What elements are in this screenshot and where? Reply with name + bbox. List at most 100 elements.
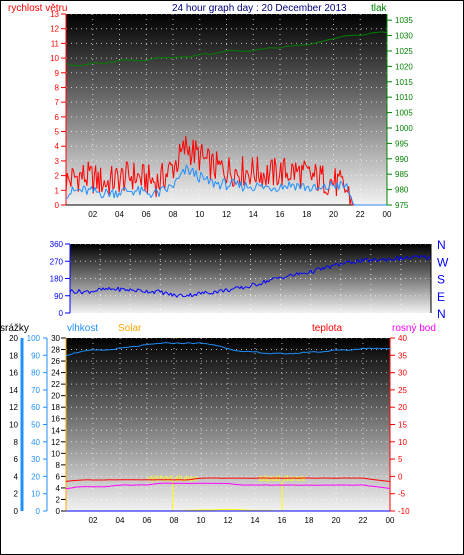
wind-direction-line-segment bbox=[220, 289, 223, 291]
solar-axis-title: Solar bbox=[118, 323, 142, 334]
wind-direction-line-segment bbox=[110, 288, 113, 291]
dewpoint-line bbox=[65, 482, 391, 490]
panel2-left-tick-label: 270 bbox=[50, 257, 64, 266]
wind-average-line-segment bbox=[242, 188, 245, 192]
wind-direction-line-segment bbox=[350, 262, 354, 265]
wind-gust-line-segment bbox=[209, 155, 213, 181]
wind-average-line-segment bbox=[341, 182, 345, 188]
wind-gust-line-segment bbox=[206, 148, 209, 159]
panel1-x-tick-label: 18 bbox=[302, 210, 311, 219]
wind-average-line-segment bbox=[84, 187, 88, 195]
wind-direction-line-segment bbox=[325, 265, 328, 268]
panel3-rain-tick-label: 18 bbox=[9, 351, 18, 360]
wind-direction-line-segment bbox=[178, 293, 181, 296]
humidity-line-segment bbox=[128, 346, 131, 348]
pressure-line-segment bbox=[344, 34, 350, 37]
wind-average-line-segment bbox=[253, 187, 256, 192]
panel3-solar-tick-label: 28 bbox=[51, 346, 60, 355]
wind-direction-line-segment bbox=[69, 289, 72, 293]
wind-direction-line-segment bbox=[235, 286, 238, 288]
wind-direction-line-segment bbox=[346, 260, 349, 263]
panel3-rain-tick-label: 6 bbox=[14, 455, 19, 464]
wind-direction-line-segment bbox=[164, 291, 167, 294]
wind-direction-line-segment bbox=[418, 255, 421, 259]
panel3-solar-tick-label: 2 bbox=[56, 495, 61, 504]
wind-average-line-segment bbox=[108, 192, 112, 198]
dewpoint-line-segment bbox=[373, 485, 380, 488]
humidity-line-segment bbox=[76, 351, 80, 354]
wind-average-line-segment bbox=[349, 194, 353, 200]
wind-direction-line-segment bbox=[191, 295, 194, 298]
panel1-right-tick-label: 990 bbox=[395, 155, 409, 164]
temperature-line-segment bbox=[373, 479, 380, 481]
wind-gust-line-segment bbox=[222, 165, 225, 176]
wind-gust-line-segment bbox=[313, 164, 316, 177]
wind-gust-line-segment bbox=[311, 172, 314, 181]
pressure-line-segment bbox=[306, 43, 313, 46]
wind-gust-line-segment bbox=[229, 172, 232, 178]
wind-direction-line-segment bbox=[268, 279, 271, 283]
humidity-line-segment bbox=[87, 349, 91, 352]
wind-direction-line-segment bbox=[374, 258, 378, 262]
wind-average-line-segment bbox=[307, 185, 311, 192]
wind-direction-line-segment bbox=[251, 282, 254, 285]
panel1-left-tick-label: 10 bbox=[50, 54, 59, 63]
wind-gust-line-segment bbox=[342, 176, 345, 186]
wind-gust-line-segment bbox=[86, 161, 89, 186]
wind-gust-line-segment bbox=[184, 136, 187, 155]
panel3-x-tick-label: 20 bbox=[332, 516, 341, 525]
dewpoint-line-segment bbox=[362, 484, 369, 487]
wind-average-line-segment bbox=[243, 181, 247, 189]
humidity-line-segment bbox=[82, 350, 86, 352]
wind-direction-line-segment bbox=[146, 289, 149, 294]
panel3-x-tick-label: 22 bbox=[359, 516, 368, 525]
wind-gust-line-segment bbox=[177, 144, 181, 168]
wind-average-line-segment bbox=[163, 186, 166, 191]
wind-direction-line-segment bbox=[293, 273, 297, 277]
wind-average-line-segment bbox=[224, 178, 227, 191]
wind-direction-line-segment bbox=[359, 258, 363, 263]
wind-gust-line-segment bbox=[65, 173, 68, 192]
wind-gust-line-segment bbox=[179, 144, 182, 153]
wind-average-line-segment bbox=[201, 175, 205, 181]
dewpoint-line-segment bbox=[71, 486, 77, 489]
wind-direction-line-segment bbox=[242, 287, 245, 290]
wind-direction-line-segment bbox=[78, 289, 81, 293]
wind-average-line-segment bbox=[94, 186, 97, 193]
wind-average-line-segment bbox=[158, 187, 162, 197]
wind-average-line-segment bbox=[328, 180, 332, 188]
wind-average-line-segment bbox=[150, 194, 154, 198]
wind-gust-line-segment bbox=[214, 151, 218, 179]
wind-gust-line-segment bbox=[295, 162, 298, 173]
pressure-line-segment bbox=[210, 52, 216, 56]
wind-direction-line-segment bbox=[323, 266, 327, 270]
wind-average-line-segment bbox=[256, 182, 259, 185]
wind-direction-line-segment bbox=[409, 257, 412, 260]
panel3-humidity-tick-label: 30 bbox=[31, 455, 40, 464]
pressure-line-segment bbox=[215, 51, 222, 54]
wind-direction-line-segment bbox=[304, 272, 307, 275]
panel1-x-tick-label: 00 bbox=[383, 210, 392, 219]
wind-average-line-segment bbox=[320, 186, 324, 190]
wind-average-line-segment bbox=[315, 187, 319, 191]
wind-direction-line-segment bbox=[176, 294, 179, 298]
wind-direction-line-segment bbox=[421, 255, 424, 258]
wind-average-line-segment bbox=[86, 188, 89, 195]
wind-average-line-segment bbox=[208, 179, 211, 185]
panel1-x-tick-label: 14 bbox=[249, 210, 258, 219]
humidity-line bbox=[65, 342, 391, 357]
panel1-right-tick-label: 1025 bbox=[395, 47, 413, 56]
panel3-solar-tick-label: 0 bbox=[56, 507, 61, 516]
wind-gust-line-segment bbox=[305, 164, 308, 167]
wind-gust-line-segment bbox=[212, 153, 215, 173]
wind-direction-line-segment bbox=[214, 290, 217, 293]
panel3-solar-tick-label: 26 bbox=[51, 357, 60, 366]
panel3-humidity-tick-label: 70 bbox=[31, 386, 40, 395]
wind-direction-line-segment bbox=[161, 290, 164, 296]
humidity-line-segment bbox=[330, 349, 334, 352]
wind-average-line-segment bbox=[187, 168, 191, 175]
humidity-line-segment bbox=[365, 347, 369, 350]
wind-gust-line-segment bbox=[140, 164, 144, 186]
panel3-temp-tick-label: 40 bbox=[398, 334, 407, 343]
pressure-line-segment bbox=[333, 36, 339, 40]
